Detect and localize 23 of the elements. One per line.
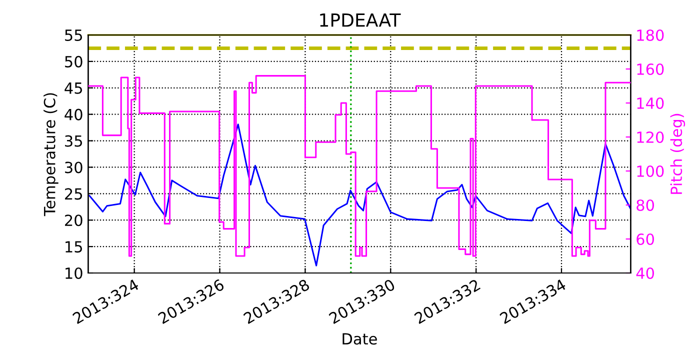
y-tick-label: 35 [65, 135, 82, 147]
y-tick-label: 50 [65, 56, 82, 68]
y2-tick-label: 80 [636, 199, 654, 212]
y2-tick-label: 160 [637, 63, 664, 76]
y2-tick-label: 100 [637, 165, 664, 178]
line-series [88, 124, 631, 266]
y2-tick-label: 60 [636, 233, 654, 246]
y2-tick-label: 140 [637, 97, 664, 110]
y2-tick-label: 180 [637, 29, 664, 42]
chart-title: 1PDEAAT [320, 14, 401, 27]
y-tick-label: 25 [65, 188, 82, 200]
y-tick-label: 20 [65, 214, 82, 226]
y-tick-label: 10 [66, 267, 82, 280]
y2-tick-label: 120 [637, 131, 664, 144]
y-tick-label: 45 [64, 82, 82, 94]
y-tick-label: 30 [65, 162, 82, 174]
y-axis-title: Temperature (C) [44, 93, 58, 216]
x-axis-title: Date [342, 333, 377, 345]
y-tick-label: 40 [64, 108, 82, 120]
y2-tick-label: 40 [636, 267, 654, 280]
y2-axis-title: Pitch (deg) [670, 114, 686, 194]
y-tick-label: 55 [65, 30, 82, 42]
y-tick-label: 15 [66, 241, 82, 253]
